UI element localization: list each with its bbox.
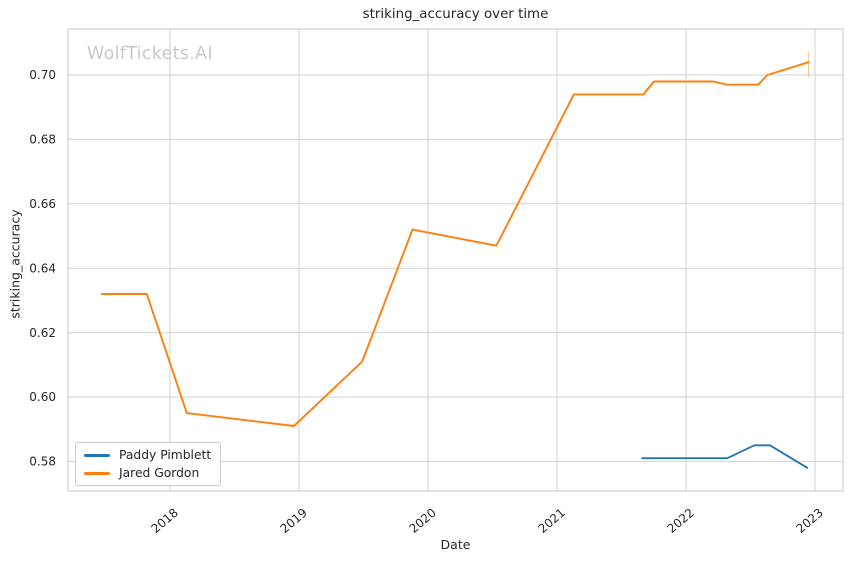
y-axis-label: striking_accuracy	[7, 209, 23, 319]
series-line-paddy-pimblett	[641, 444, 809, 469]
x-axis-label: Date	[440, 537, 471, 552]
legend-item-label: Paddy Pimblett	[119, 448, 212, 462]
chart-title: striking_accuracy over time	[362, 7, 549, 22]
tick-labels: 0.58 0.60 0.62 0.64 0.66 0.68 0.70 2018 2019 2020…	[29, 68, 826, 536]
x-tick-label: 2020	[407, 506, 439, 536]
x-tick-label: 2018	[149, 506, 181, 536]
y-tick-label: 0.58	[29, 455, 56, 469]
data-series-lines	[100, 51, 810, 469]
x-tick-label: 2022	[665, 506, 697, 536]
gridlines	[68, 29, 843, 491]
legend-line-sample-blue	[84, 453, 110, 457]
legend-item-jared-gordon: Jared Gordon	[84, 466, 211, 480]
legend-line-sample-orange	[84, 471, 110, 475]
y-tick-label: 0.66	[29, 197, 56, 211]
series-line-jared-gordon	[100, 61, 810, 427]
watermark: WolfTickets.AI	[87, 44, 213, 64]
legend: Paddy Pimblett Jared Gordon	[75, 442, 222, 486]
x-tick-label: 2021	[536, 506, 568, 536]
y-tick-label: 0.62	[29, 326, 56, 340]
plot-border	[67, 28, 844, 492]
legend-item-paddy-pimblett: Paddy Pimblett	[84, 448, 211, 462]
y-tick-label: 0.70	[29, 68, 56, 82]
y-tick-label: 0.64	[29, 261, 56, 275]
x-tick-label: 2019	[278, 506, 310, 536]
x-tick-label: 2023	[794, 506, 826, 536]
legend-item-label: Jared Gordon	[119, 466, 200, 480]
y-tick-label: 0.68	[29, 133, 56, 147]
y-tick-label: 0.60	[29, 390, 56, 404]
plot-border-rect	[67, 28, 844, 492]
